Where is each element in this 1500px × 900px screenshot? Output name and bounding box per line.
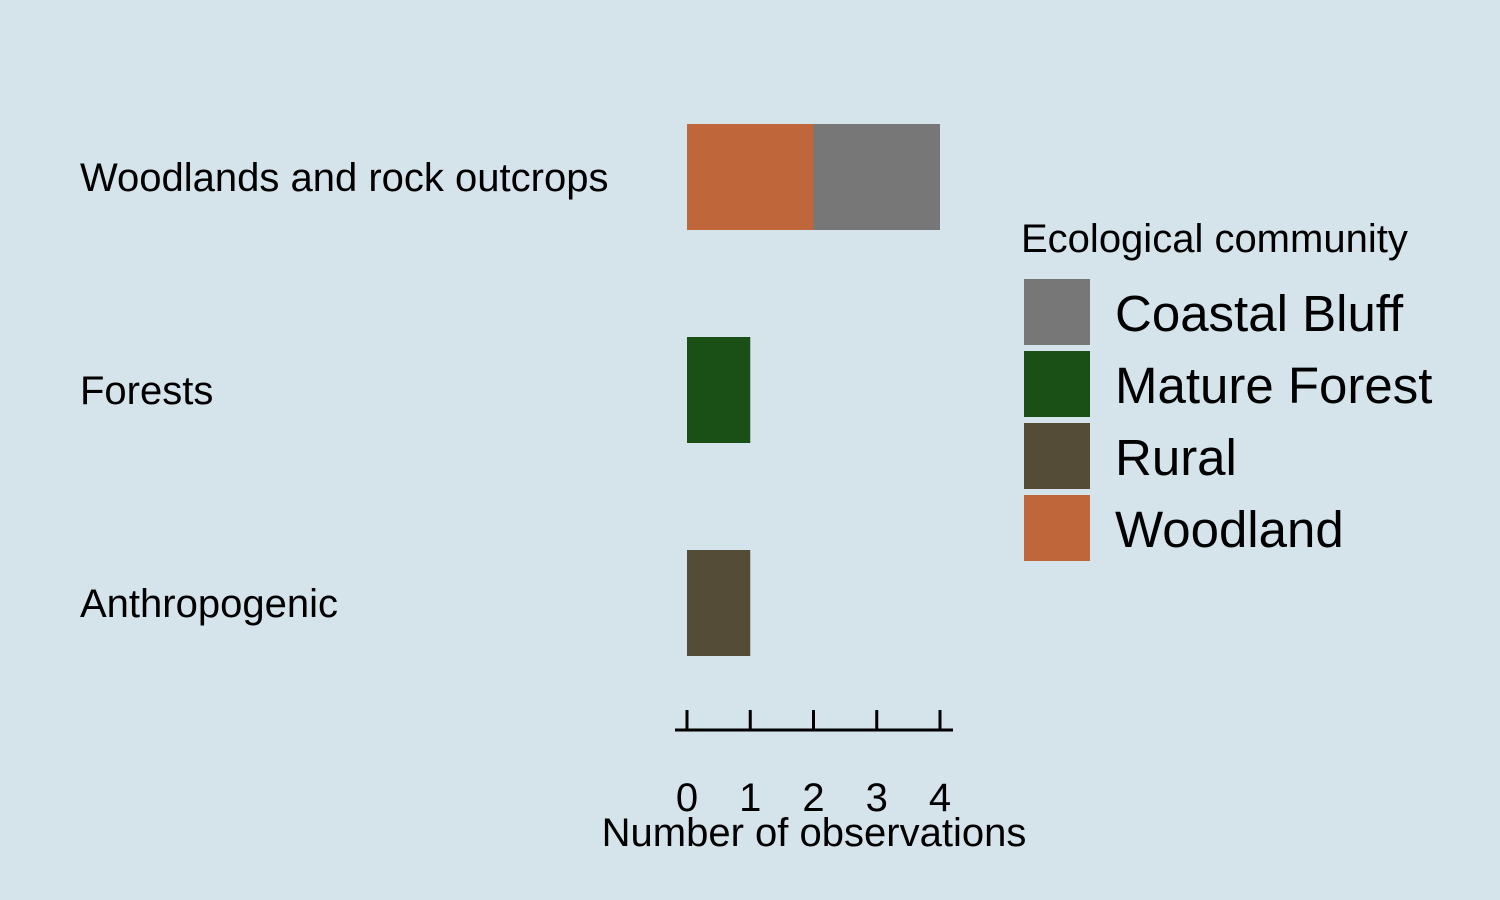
legend-swatch-rural — [1024, 423, 1090, 489]
bar-anthropogenic-rural — [687, 550, 751, 656]
legend-label-woodland: Woodland — [1115, 501, 1344, 558]
category-label-woodlands-and-rock-outcrops: Woodlands and rock outcrops — [80, 156, 608, 200]
legend-label-mature-forest: Mature Forest — [1115, 357, 1432, 414]
x-axis-title: Number of observations — [602, 811, 1027, 855]
legend-swatch-woodland — [1024, 495, 1090, 561]
legend-title: Ecological community — [1021, 217, 1408, 261]
category-label-anthropogenic: Anthropogenic — [80, 582, 338, 626]
bars-group — [687, 124, 940, 656]
category-label-forests: Forests — [80, 369, 213, 413]
x-tick-label-3: 3 — [866, 776, 888, 820]
legend-swatch-coastal-bluff — [1024, 279, 1090, 345]
x-tick-label-2: 2 — [802, 776, 824, 820]
legend-label-coastal-bluff: Coastal Bluff — [1115, 285, 1404, 342]
bar-forests-mature-forest — [687, 337, 751, 443]
bar-woodlands-and-rock-outcrops-woodland — [687, 124, 814, 230]
category-labels: Woodlands and rock outcrops Forests Anthro… — [80, 156, 608, 626]
x-tick-label-4: 4 — [929, 776, 951, 820]
legend: Ecological community Coastal Bluff Mature… — [1021, 217, 1432, 561]
legend-label-rural: Rural — [1115, 429, 1237, 486]
legend-swatch-mature-forest — [1024, 351, 1090, 417]
x-tick-label-0: 0 — [676, 776, 698, 820]
bar-woodlands-and-rock-outcrops-coastal-bluff — [813, 124, 940, 230]
x-tick-label-1: 1 — [739, 776, 761, 820]
